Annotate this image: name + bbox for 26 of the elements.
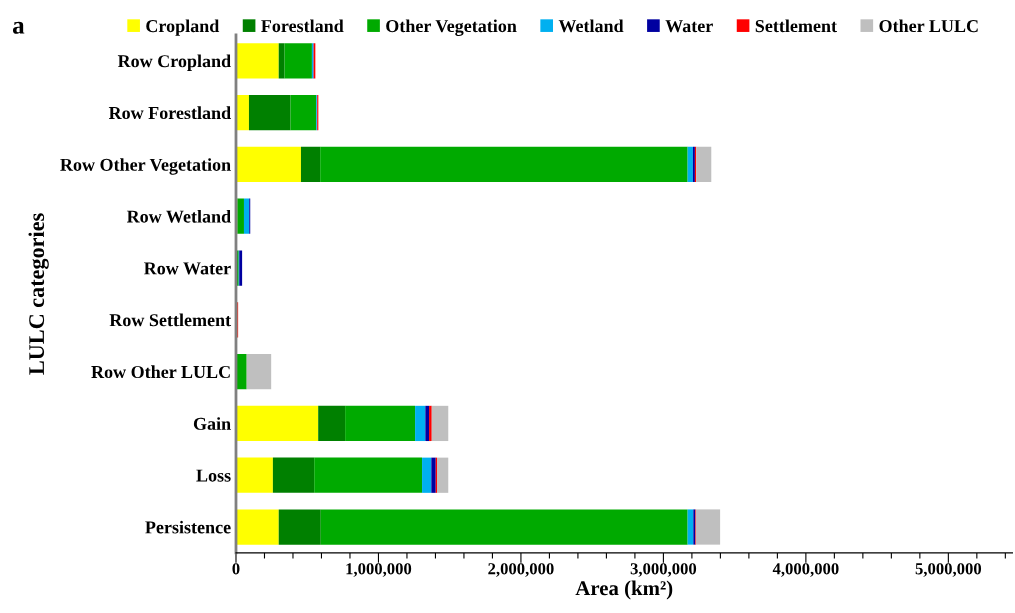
legend-label: Water [665,20,713,33]
y-tick-label: Row Cropland [117,54,231,71]
y-tick-label: Gain [193,417,231,430]
x-tick-label: 1,000,000 [346,563,412,577]
y-axis-title: LULC categories [28,213,49,375]
legend-label: Other Vegetation [386,19,517,36]
y-tick-label: Row Other Vegetation [60,158,231,175]
x-axis-title: Area (km²) [575,580,673,600]
legend-label: Wetland [558,19,624,33]
y-tick-label: Row Settlement [109,313,232,327]
x-tick-label: 5,000,000 [915,563,982,577]
legend-label: Settlement [755,19,837,33]
y-tick-label: Row Other LULC [91,365,230,379]
x-tick-label: 4,000,000 [772,563,839,577]
x-tick-label: 0 [232,563,240,575]
y-tick-label: Row Forestland [108,106,231,120]
text: a [12,21,25,34]
y-tick-label: Row Wetland [126,209,231,223]
x-tick-label: 2,000,000 [488,563,554,577]
legend-label: Cropland [146,19,220,36]
legend-label: Other LULC [879,19,978,33]
x-tick-label: 3,000,000 [630,563,697,577]
y-tick-label: Row Water [144,262,231,275]
y-tick-label: Loss [196,469,231,482]
y-tick-label: Persistence [145,520,231,534]
legend-label: Forestland [261,19,344,33]
